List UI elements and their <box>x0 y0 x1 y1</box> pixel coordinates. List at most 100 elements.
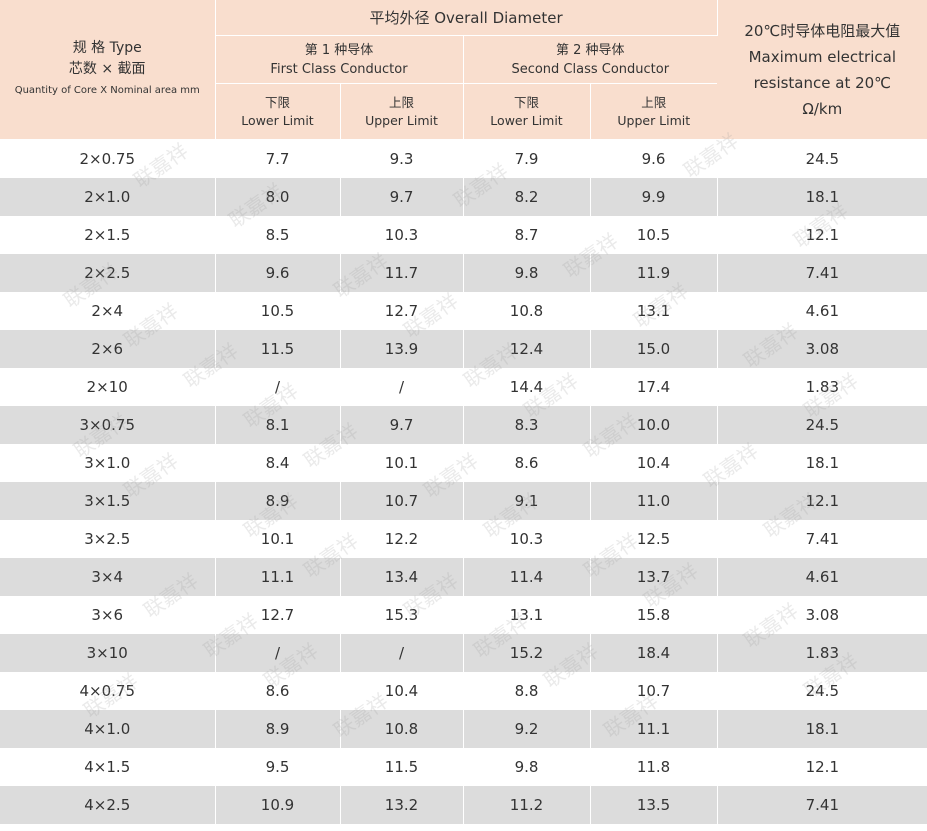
first-class-lower-cell: / <box>215 368 341 406</box>
resistance-cell: 7.41 <box>717 520 927 558</box>
table-row: 3×1.5 8.9 10.7 9.1 11.0 12.1 <box>0 482 927 520</box>
type-cell: 4×2.5 <box>0 786 216 824</box>
type-cell: 2×0.75 <box>0 139 216 178</box>
resistance-cell: 1.83 <box>717 368 927 406</box>
table-row: 2×6 11.5 13.9 12.4 15.0 3.08 <box>0 330 927 368</box>
second-class-upper-cell: 11.9 <box>590 254 718 292</box>
resistance-cell: 3.08 <box>717 330 927 368</box>
second-class-upper-cell: 15.8 <box>590 596 718 634</box>
type-cell: 2×4 <box>0 292 216 330</box>
first-class-lower-cell: 11.5 <box>215 330 341 368</box>
resistance-cell: 24.5 <box>717 406 927 444</box>
table-row: 3×6 12.7 15.3 13.1 15.8 3.08 <box>0 596 927 634</box>
second-class-lower-cell: 7.9 <box>463 139 591 178</box>
type-header-line2: 芯数 × 截面 <box>68 60 146 77</box>
second-class-lower-cell: 12.4 <box>463 330 591 368</box>
second-class-upper-cell: 11.8 <box>590 748 718 786</box>
type-cell: 3×2.5 <box>0 520 216 558</box>
table-row: 4×1.0 8.9 10.8 9.2 11.1 18.1 <box>0 710 927 748</box>
first-class-upper-cell: 10.3 <box>340 216 464 254</box>
table-header: 规 格 Type 芯数 × 截面 Quantity of Core X Nomi… <box>0 0 927 140</box>
second-class-upper-cell: 13.1 <box>590 292 718 330</box>
first-class-upper-cell: 9.7 <box>340 178 464 216</box>
first-class-upper-cell: 13.2 <box>340 786 464 824</box>
table-row: 2×10//14.4 17.4 1.83 <box>0 368 927 406</box>
resistance-cell: 12.1 <box>717 216 927 254</box>
first-class-upper-cell: / <box>340 634 464 672</box>
type-cell: 4×1.5 <box>0 748 216 786</box>
first-class-lower-cell: 10.9 <box>215 786 341 824</box>
second-class-upper-cell: 13.5 <box>590 786 718 824</box>
second-class-upper-cell: 10.0 <box>590 406 718 444</box>
first-class-lower-cell: 8.9 <box>215 482 341 520</box>
resistance-header-line3: resistance at 20℃ <box>753 73 892 92</box>
resistance-cell: 18.1 <box>717 178 927 216</box>
first-class-upper-cell: 10.7 <box>340 482 464 520</box>
resistance-cell: 12.1 <box>717 748 927 786</box>
second-class-lower-cell: 13.1 <box>463 596 591 634</box>
second-class-lower-limit-header: 下限 Lower Limit <box>463 83 591 140</box>
first-class-lower-cell: 9.5 <box>215 748 341 786</box>
overall-diameter-header: 平均外径 Overall Diameter <box>215 0 718 36</box>
first-class-upper-cell: 9.7 <box>340 406 464 444</box>
first-class-lower-cell: / <box>215 634 341 672</box>
second-class-lower-cell: 9.1 <box>463 482 591 520</box>
second-class-en: Second Class Conductor <box>511 61 670 77</box>
second-class-lower-cell: 9.2 <box>463 710 591 748</box>
first-class-upper-cell: 10.8 <box>340 710 464 748</box>
second-class-lower-cell: 8.6 <box>463 444 591 482</box>
first-class-upper-cell: / <box>340 368 464 406</box>
upper-limit-en: Upper Limit <box>617 112 691 128</box>
second-class-lower-cell: 14.4 <box>463 368 591 406</box>
table-row: 2×2.5 9.6 11.7 9.8 11.9 7.41 <box>0 254 927 292</box>
first-class-lower-cell: 8.9 <box>215 710 341 748</box>
second-class-upper-cell: 18.4 <box>590 634 718 672</box>
first-class-upper-cell: 12.2 <box>340 520 464 558</box>
second-class-lower-cell: 11.4 <box>463 558 591 596</box>
resistance-cell: 1.83 <box>717 634 927 672</box>
first-class-lower-cell: 10.1 <box>215 520 341 558</box>
first-class-lower-cell: 8.0 <box>215 178 341 216</box>
first-class-upper-cell: 15.3 <box>340 596 464 634</box>
second-class-upper-cell: 10.4 <box>590 444 718 482</box>
second-class-upper-cell: 10.7 <box>590 672 718 710</box>
type-cell: 3×10 <box>0 634 216 672</box>
upper-limit-zh: 上限 <box>641 94 667 110</box>
first-class-upper-limit-header: 上限 Upper Limit <box>340 83 464 140</box>
table-row: 2×1.0 8.0 9.7 8.2 9.9 18.1 <box>0 178 927 216</box>
type-cell: 2×6 <box>0 330 216 368</box>
first-class-en: First Class Conductor <box>270 61 408 77</box>
table-row: 2×0.75 7.7 9.3 7.9 9.6 24.5 <box>0 139 927 178</box>
type-cell: 4×0.75 <box>0 672 216 710</box>
resistance-cell: 7.41 <box>717 254 927 292</box>
resistance-header-line2: Maximum electrical <box>748 47 896 66</box>
resistance-cell: 18.1 <box>717 710 927 748</box>
first-class-lower-cell: 8.1 <box>215 406 341 444</box>
resistance-cell: 24.5 <box>717 139 927 178</box>
first-class-upper-cell: 12.7 <box>340 292 464 330</box>
second-class-upper-cell: 11.0 <box>590 482 718 520</box>
resistance-cell: 4.61 <box>717 558 927 596</box>
second-class-lower-cell: 9.8 <box>463 748 591 786</box>
lower-limit-en: Lower Limit <box>241 112 314 128</box>
second-class-lower-cell: 10.3 <box>463 520 591 558</box>
second-class-lower-cell: 10.8 <box>463 292 591 330</box>
second-class-zh: 第 2 种导体 <box>556 42 625 58</box>
second-class-upper-cell: 17.4 <box>590 368 718 406</box>
first-class-upper-cell: 11.5 <box>340 748 464 786</box>
first-class-lower-cell: 9.6 <box>215 254 341 292</box>
second-class-upper-cell: 12.5 <box>590 520 718 558</box>
first-class-conductor-header: 第 1 种导体 First Class Conductor <box>215 35 464 84</box>
first-class-upper-cell: 9.3 <box>340 139 464 178</box>
first-class-lower-cell: 8.6 <box>215 672 341 710</box>
upper-limit-zh: 上限 <box>388 94 414 110</box>
first-class-lower-limit-header: 下限 Lower Limit <box>215 83 341 140</box>
table-row: 3×4 11.1 13.4 11.4 13.7 4.61 <box>0 558 927 596</box>
first-class-upper-cell: 13.9 <box>340 330 464 368</box>
type-cell: 3×4 <box>0 558 216 596</box>
second-class-upper-cell: 9.9 <box>590 178 718 216</box>
second-class-lower-cell: 15.2 <box>463 634 591 672</box>
resistance-cell: 3.08 <box>717 596 927 634</box>
first-class-zh: 第 1 种导体 <box>304 42 374 58</box>
